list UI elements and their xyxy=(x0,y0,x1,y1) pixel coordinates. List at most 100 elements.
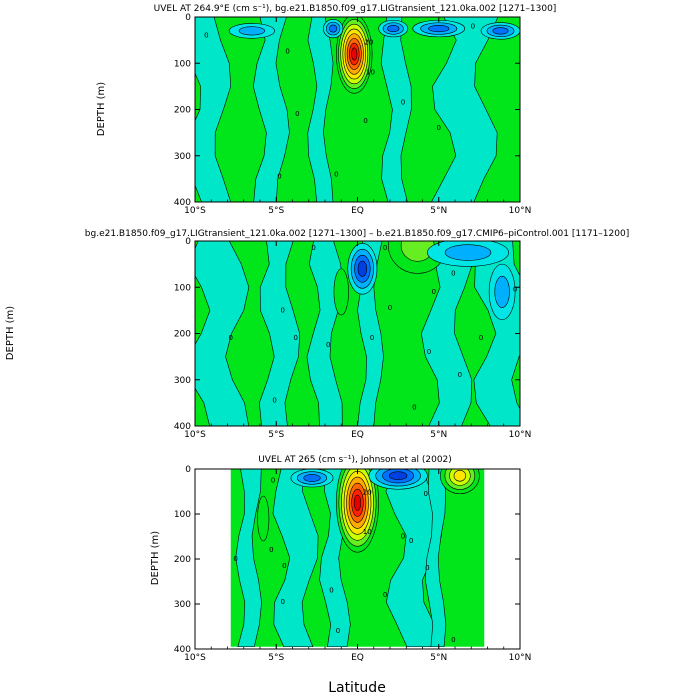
panel-2-ylabel: DEPTH (m) xyxy=(5,306,16,360)
y-tick-label: 100 xyxy=(174,510,191,520)
y-tick-label: 0 xyxy=(185,13,191,23)
contour-label: 0 xyxy=(277,173,281,181)
contour-label: 0 xyxy=(425,564,429,572)
contour-band-negative xyxy=(195,241,250,426)
x-tick-label: 5°N xyxy=(430,653,447,663)
contour-level-negative xyxy=(428,24,450,33)
y-tick-label: 300 xyxy=(174,152,191,162)
contour-level-negative xyxy=(492,27,509,35)
y-tick-label: 400 xyxy=(174,198,191,208)
panel-2-title: bg.e21.B1850.f09_g17.LIGtransient_121.0k… xyxy=(85,229,629,239)
contour-level-positive xyxy=(353,494,362,511)
panel-3-ylabel: DEPTH (m) xyxy=(150,531,161,585)
panel-3-xlabel: Latitude xyxy=(328,680,386,696)
contour-level-positive xyxy=(257,495,270,542)
y-tick-label: 400 xyxy=(174,645,191,655)
contour-label: 0 xyxy=(334,170,338,178)
contour-label: 0 xyxy=(424,490,428,498)
contour-level-negative xyxy=(238,26,266,36)
contour-label: 0 xyxy=(432,288,436,296)
contour-label: 0 xyxy=(294,334,298,342)
x-tick-label: 10°N xyxy=(509,653,532,663)
contour-label: 0 xyxy=(479,334,483,342)
y-tick-label: 0 xyxy=(185,465,191,475)
contour-label: 0 xyxy=(451,636,455,644)
contour-label: 0 xyxy=(412,404,416,412)
contour-label: 0 xyxy=(437,124,441,132)
contour-level-negative xyxy=(303,474,321,482)
contour-label: 20 xyxy=(363,488,372,496)
y-tick-label: 200 xyxy=(174,106,191,116)
contour-label: 0 xyxy=(370,334,374,342)
contour-label: 20 xyxy=(364,38,373,46)
contour-level-negative xyxy=(387,24,400,33)
contour-label: 0 xyxy=(401,99,405,107)
contour-band-negative xyxy=(272,469,319,648)
y-tick-label: 0 xyxy=(185,237,191,247)
panel-1-title: UVEL AT 264.9°E (cm s⁻¹), bg.e21.B1850.f… xyxy=(154,4,557,14)
contour-level-negative xyxy=(357,260,368,277)
contour-band-negative xyxy=(431,17,499,202)
contour-level-negative xyxy=(444,244,492,261)
x-tick-label: 10°S xyxy=(184,653,206,663)
x-tick-label: EQ xyxy=(351,653,364,663)
contour-label: 0 xyxy=(326,341,330,349)
contour-band-negative xyxy=(420,241,473,426)
contour-level-negative xyxy=(388,471,408,481)
contour-label: 0 xyxy=(282,562,286,570)
contour-label: 0 xyxy=(295,110,299,118)
y-tick-label: 400 xyxy=(174,422,191,432)
contour-label: 0 xyxy=(383,244,387,252)
contour-label: 0 xyxy=(471,22,475,30)
y-tick-label: 200 xyxy=(174,330,191,340)
y-tick-label: 300 xyxy=(174,376,191,386)
contour-band-negative xyxy=(252,17,290,202)
contour-label: 0 xyxy=(427,348,431,356)
contour-level-positive xyxy=(351,47,358,61)
x-tick-label: 5°S xyxy=(268,653,284,663)
contour-band-negative xyxy=(307,17,334,202)
panel-2: bg.e21.B1850.f09_g17.LIGtransient_121.0k… xyxy=(5,229,629,440)
contour-label: 0 xyxy=(285,48,289,56)
contour-band-negative xyxy=(235,469,262,648)
contour-label: 0 xyxy=(269,546,273,554)
panel-3: UVEL AT 265 (cm s⁻¹), Johnson et al (200… xyxy=(150,455,532,696)
contour-label: 10 xyxy=(363,528,372,536)
contour-level-negative xyxy=(494,275,510,308)
x-tick-label: 10°N xyxy=(509,206,532,216)
contour-label: 10 xyxy=(366,69,375,77)
y-tick-label: 100 xyxy=(174,283,191,293)
x-tick-label: 10°S xyxy=(184,206,206,216)
contour-band-negative xyxy=(259,241,300,426)
x-tick-label: 5°N xyxy=(430,206,447,216)
contour-label: 0 xyxy=(311,244,315,252)
panel-3-title: UVEL AT 265 (cm s⁻¹), Johnson et al (200… xyxy=(258,455,452,465)
contour-label: 0 xyxy=(272,397,276,405)
x-tick-label: 5°S xyxy=(268,430,284,440)
panel-1-ylabel: DEPTH (m) xyxy=(96,82,107,136)
y-tick-label: 300 xyxy=(174,600,191,610)
contour-level-positive xyxy=(333,268,349,316)
contour-label: 0 xyxy=(388,304,392,312)
contour-label: 0 xyxy=(363,117,367,125)
contour-label: 0 xyxy=(401,533,405,541)
contour-label: 0 xyxy=(458,371,462,379)
contour-label: 0 xyxy=(513,286,517,294)
contour-band-negative xyxy=(195,17,232,202)
y-tick-label: 100 xyxy=(174,59,191,69)
contour-label: 0 xyxy=(204,32,208,40)
x-tick-label: 5°N xyxy=(430,430,447,440)
contour-label: 0 xyxy=(233,555,237,563)
contour-level-negative xyxy=(328,24,338,33)
x-tick-label: EQ xyxy=(351,206,364,216)
contour-label: 0 xyxy=(409,537,413,545)
x-tick-label: 5°S xyxy=(268,206,284,216)
panel-1-plot: 0 0 0 0 0 0 0 0 0 10 20 10°S 5°S EQ 5°N 10°N 0 100 200 300 4… xyxy=(174,13,532,216)
x-tick-label: 10°S xyxy=(184,430,206,440)
contour-label: 0 xyxy=(451,269,455,277)
contour-label: 0 xyxy=(329,587,333,595)
panel-1: UVEL AT 264.9°E (cm s⁻¹), bg.e21.B1850.f… xyxy=(96,4,556,216)
